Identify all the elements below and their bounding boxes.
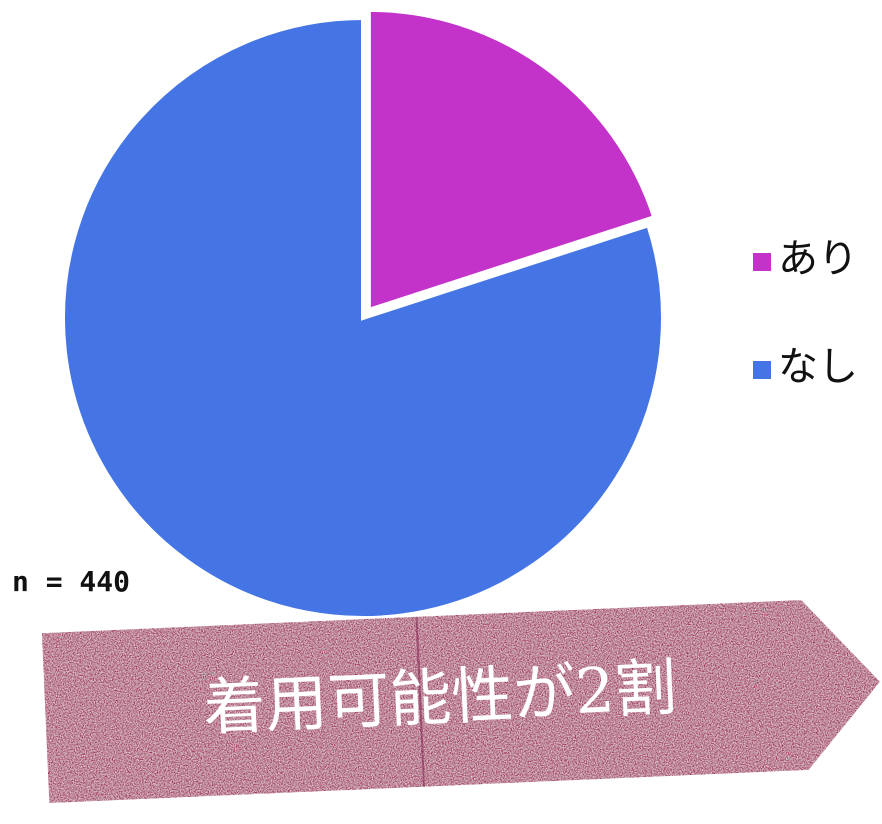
banner: 着用可能性が2割 xyxy=(41,600,880,804)
pie-slice xyxy=(61,15,665,620)
pie-slice xyxy=(366,7,657,313)
legend-swatch xyxy=(753,361,771,379)
sample-size: n = 440 xyxy=(12,565,130,598)
banner-seam xyxy=(415,616,425,787)
legend-swatch xyxy=(753,253,771,271)
legend-label: なし xyxy=(778,344,858,390)
legend-label: あり xyxy=(778,236,858,282)
pie xyxy=(61,7,665,620)
banner-arrow xyxy=(41,600,880,804)
